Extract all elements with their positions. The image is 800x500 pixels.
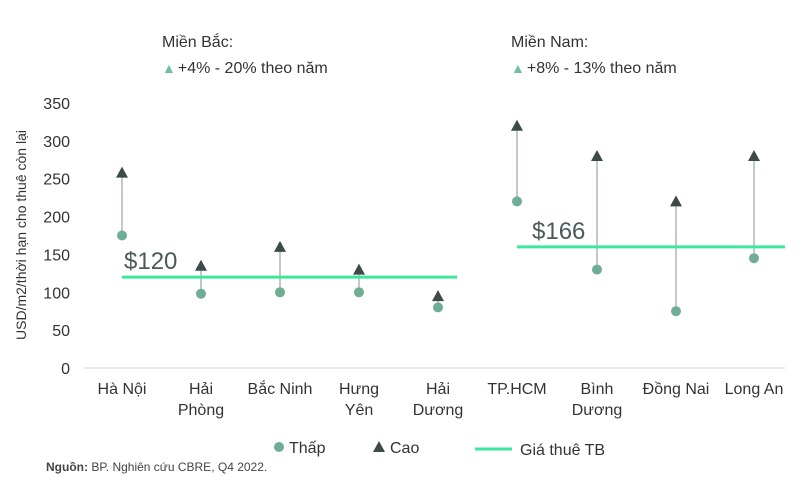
- up-triangle-icon: ▲: [511, 60, 525, 76]
- legend-avg-label: Giá thuê TB: [520, 442, 605, 459]
- x-tick-label: TP.HCM: [487, 381, 546, 398]
- x-tick-label: Hải: [189, 381, 213, 398]
- source-note: Nguồn: BP. Nghiên cứu CBRE, Q4 2022.: [46, 460, 267, 474]
- high-marker: [511, 119, 523, 131]
- x-tick-label: Bình: [581, 381, 614, 398]
- y-tick-label: 250: [43, 172, 70, 189]
- high-marker: [748, 150, 760, 161]
- low-marker: [512, 196, 522, 207]
- x-tick-label: Hưng: [339, 381, 379, 398]
- legend-low-marker: [274, 442, 284, 452]
- legend-high-label: Cao: [390, 440, 419, 457]
- average-label: $166: [532, 218, 585, 245]
- south-annotation: Miền Nam: ▲ +8% - 13% theo năm: [511, 34, 677, 78]
- y-tick-label: 350: [43, 96, 70, 113]
- source-text: BP. Nghiên cứu CBRE, Q4 2022.: [87, 460, 268, 474]
- low-marker: [354, 287, 364, 298]
- high-marker: [116, 166, 128, 178]
- south-growth: +8% - 13% theo năm: [526, 60, 677, 77]
- x-tick-label: Hải: [426, 381, 450, 398]
- north-growth: +4% - 20% theo năm: [177, 60, 328, 77]
- low-marker: [196, 288, 206, 299]
- x-tick-label: Dương: [572, 402, 623, 419]
- x-tick-label: Đồng Nai: [643, 381, 710, 398]
- x-tick-label: Phòng: [178, 402, 224, 419]
- x-tick-label: Dương: [413, 402, 464, 419]
- average-label: $120: [124, 248, 177, 275]
- x-tick-label: Yên: [345, 402, 373, 419]
- y-axis-label: USD/m2/thời hạn cho thuê còn lại: [13, 130, 29, 340]
- high-marker: [195, 259, 207, 271]
- up-triangle-icon: ▲: [162, 60, 176, 76]
- y-tick-label: 0: [61, 361, 70, 378]
- north-title: Miền Bắc:: [162, 34, 234, 51]
- legend-low-label: Thấp: [289, 440, 326, 457]
- x-tick-label: Bắc Ninh: [248, 379, 313, 398]
- low-marker: [275, 287, 285, 298]
- y-tick-label: 150: [43, 247, 70, 264]
- y-tick-label: 100: [43, 285, 70, 302]
- legend-high-marker: [373, 441, 385, 452]
- north-annotation: Miền Bắc: ▲ +4% - 20% theo năm: [162, 34, 328, 78]
- south-title: Miền Nam:: [511, 34, 589, 51]
- low-marker: [592, 264, 602, 275]
- low-marker: [117, 230, 127, 241]
- high-marker: [670, 195, 682, 207]
- low-marker: [433, 302, 443, 313]
- low-marker: [749, 253, 759, 264]
- low-marker: [671, 306, 681, 317]
- y-tick-label: 200: [43, 210, 70, 227]
- high-marker: [432, 290, 444, 302]
- y-tick-label: 300: [43, 134, 70, 151]
- x-tick-label: Long An: [725, 381, 784, 398]
- y-tick-label: 50: [52, 323, 70, 340]
- x-tick-label: Hà Nội: [98, 381, 147, 398]
- source-label: Nguồn:: [46, 460, 88, 474]
- high-marker: [274, 240, 286, 252]
- high-marker: [353, 263, 365, 275]
- high-marker: [591, 150, 603, 161]
